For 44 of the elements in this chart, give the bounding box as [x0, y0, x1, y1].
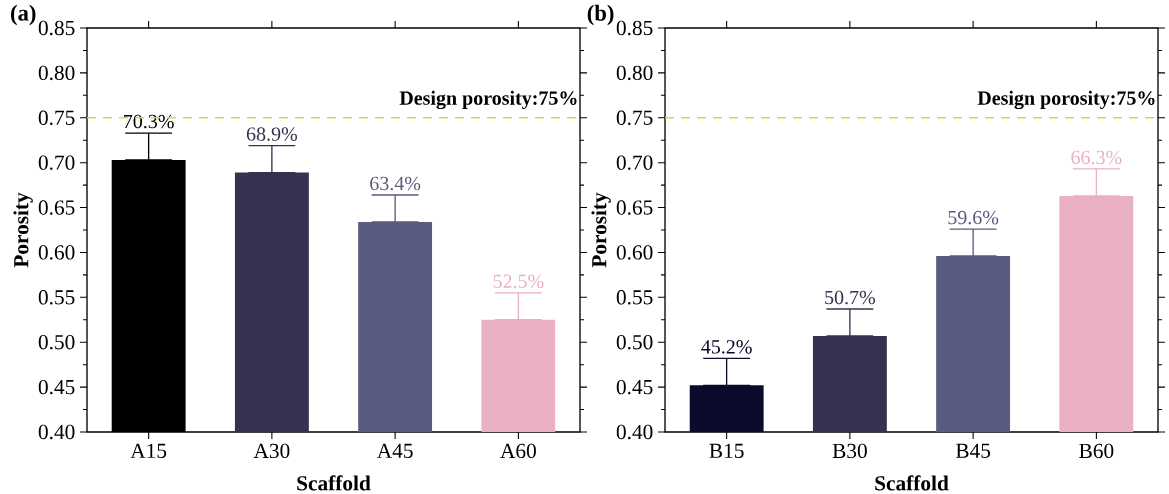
data-label: 68.9%	[246, 127, 298, 141]
y-tick-label: 0.55	[38, 290, 75, 305]
y-tick-label: 0.45	[38, 379, 75, 395]
y-tick-label: 0.85	[616, 20, 653, 36]
y-tick-label: 0.50	[38, 334, 75, 350]
y-tick-label: 0.70	[38, 155, 75, 170]
y-axis-title: Porosity	[13, 192, 33, 268]
data-label: 66.3%	[1071, 150, 1122, 165]
y-tick-label: 0.65	[38, 200, 75, 215]
y-tick-label: 0.50	[616, 334, 653, 350]
y-tick-label: 0.60	[616, 245, 653, 260]
x-axis-title: Scaffold	[297, 475, 371, 491]
y-tick-label: 0.75	[38, 110, 75, 126]
y-tick-label: 0.45	[616, 379, 653, 395]
data-label: 45.2%	[701, 340, 752, 354]
chart-title: (b)	[587, 4, 614, 26]
y-tick-label: 0.40	[616, 424, 653, 440]
x-tick-label: B30	[832, 443, 867, 459]
y-tick-label: 0.70	[616, 155, 653, 170]
x-axis-title: Scaffold	[875, 475, 949, 491]
ref-line-label: Design porosity:75%	[977, 90, 1155, 110]
x-tick-label: A30	[253, 443, 290, 459]
x-tick-label: A60	[500, 443, 536, 459]
data-label: 63.4%	[370, 176, 421, 191]
chart-title: (a)	[11, 4, 36, 26]
y-tick-label: 0.85	[38, 20, 75, 36]
y-tick-label: 0.75	[616, 110, 653, 126]
x-tick-label: A15	[130, 443, 167, 458]
y-tick-label: 0.80	[616, 65, 653, 81]
data-label: 59.6%	[948, 210, 999, 225]
y-tick-label: 0.80	[38, 65, 75, 81]
data-label: 50.7%	[825, 290, 876, 305]
x-tick-label: A45	[376, 443, 413, 458]
x-tick-label: B15	[709, 443, 744, 458]
x-tick-label: B45	[955, 443, 991, 458]
y-axis-title: Porosity	[591, 192, 611, 268]
data-label: 70.3%	[124, 114, 174, 129]
data-label: 52.5%	[493, 274, 544, 289]
y-tick-label: 0.65	[616, 200, 653, 215]
y-tick-label: 0.40	[38, 424, 75, 440]
y-tick-label: 0.55	[616, 290, 653, 305]
ref-line-label: Design porosity:75%	[399, 90, 577, 110]
x-tick-label: B60	[1079, 443, 1114, 459]
y-tick-label: 0.60	[38, 245, 75, 260]
